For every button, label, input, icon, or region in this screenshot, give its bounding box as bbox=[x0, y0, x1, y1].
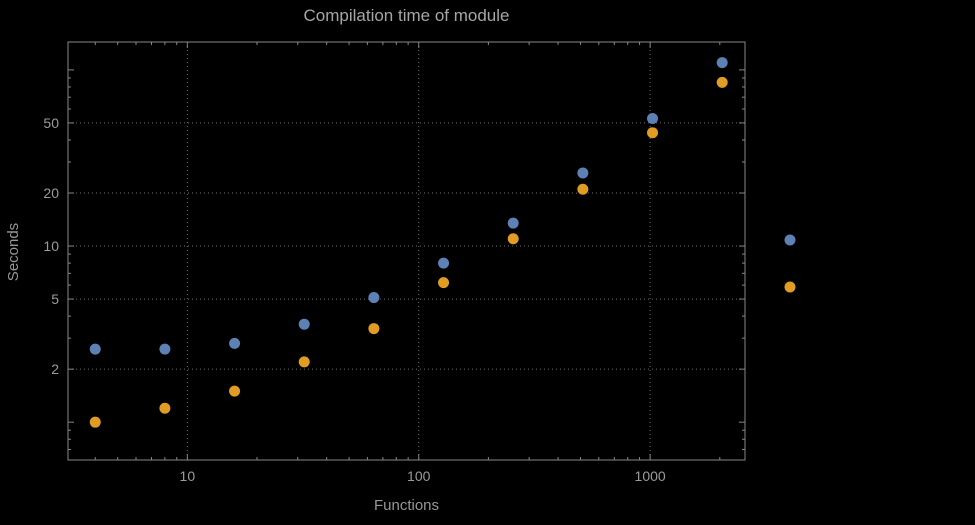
y-tick-label: 2 bbox=[51, 361, 59, 377]
data-point bbox=[647, 112, 659, 124]
series-2-points bbox=[89, 76, 728, 428]
data-point bbox=[438, 277, 450, 289]
x-axis-label: Functions bbox=[373, 497, 440, 514]
data-point bbox=[89, 416, 101, 428]
gridlines bbox=[68, 42, 745, 460]
chart-title: Compilation time of module bbox=[303, 6, 510, 25]
tick-labels: 10 100 1000 2 5 10 20 50 bbox=[43, 115, 665, 484]
data-point bbox=[716, 76, 728, 88]
y-tick-label: 10 bbox=[43, 238, 59, 254]
data-point bbox=[577, 183, 589, 195]
data-point bbox=[438, 257, 450, 269]
x-tick-label: 10 bbox=[180, 468, 196, 484]
y-tick-label: 20 bbox=[43, 185, 59, 201]
data-point bbox=[507, 217, 519, 229]
data-point bbox=[368, 323, 380, 335]
data-point bbox=[507, 233, 519, 245]
data-point bbox=[298, 356, 310, 368]
y-tick-label: 5 bbox=[51, 291, 59, 307]
plot-frame bbox=[67, 41, 746, 461]
data-point bbox=[159, 402, 171, 414]
data-point bbox=[229, 385, 241, 397]
data-point bbox=[229, 337, 241, 349]
x-tick-label: 100 bbox=[407, 468, 431, 484]
data-point bbox=[647, 127, 659, 139]
data-point bbox=[298, 318, 310, 330]
data-point bbox=[368, 292, 380, 304]
y-axis-label: Seconds bbox=[5, 222, 22, 282]
legend bbox=[784, 234, 796, 293]
legend-marker-series-1 bbox=[784, 234, 796, 246]
y-tick-label: 50 bbox=[43, 115, 59, 131]
data-point bbox=[577, 167, 589, 179]
data-point bbox=[89, 343, 101, 355]
tick-marks bbox=[68, 42, 745, 460]
legend-marker-series-2 bbox=[784, 281, 796, 293]
x-tick-label: 1000 bbox=[635, 468, 666, 484]
data-point bbox=[159, 343, 171, 355]
data-point bbox=[716, 57, 728, 69]
series-1-points bbox=[89, 57, 728, 355]
